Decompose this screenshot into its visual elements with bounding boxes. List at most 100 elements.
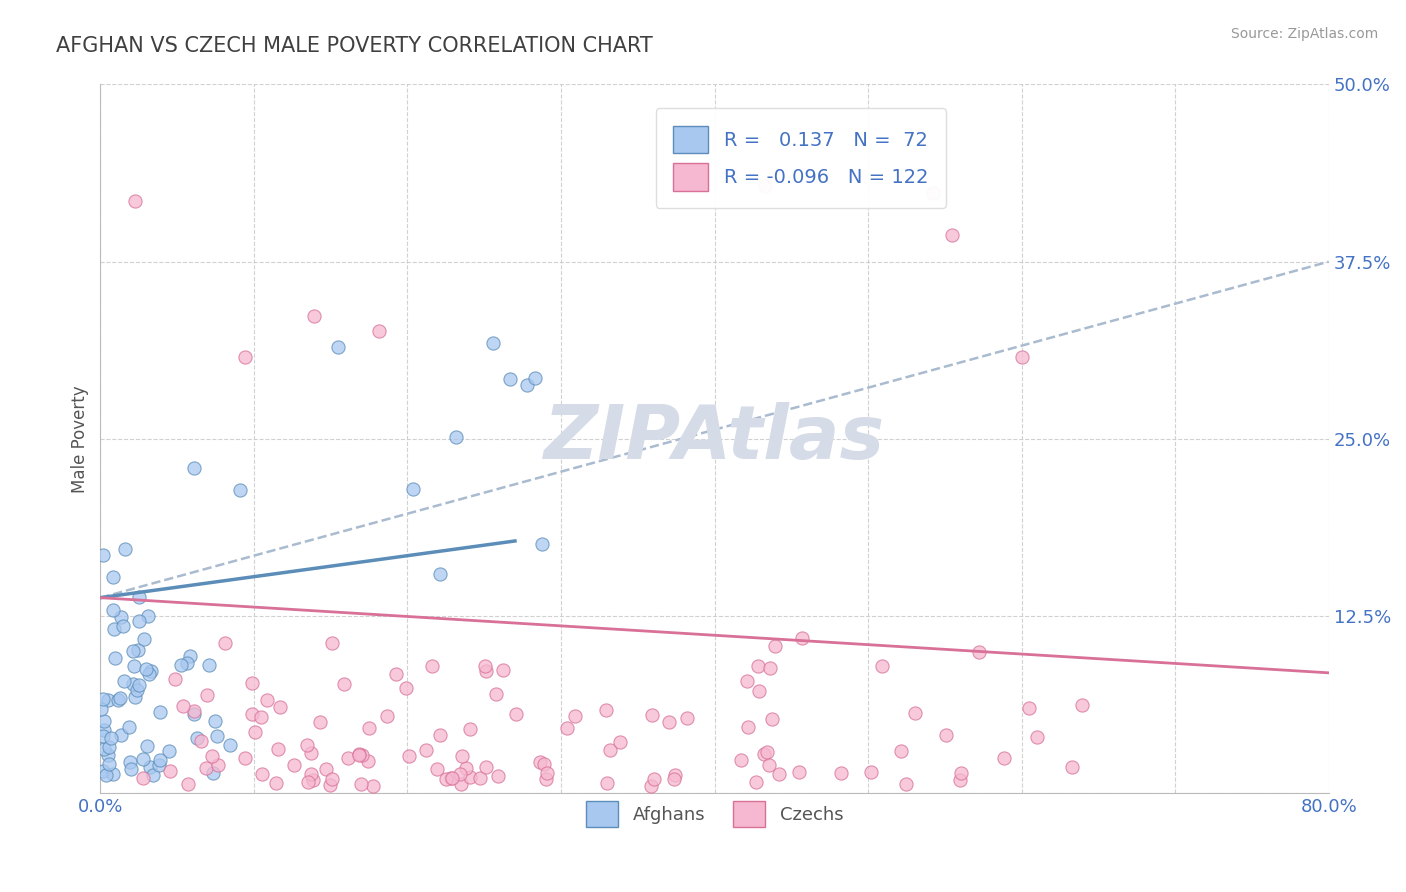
Point	[97, 693, 120, 707]
Point	[530, 537, 553, 551]
Point	[190, 734, 212, 748]
Point	[198, 658, 221, 673]
Point	[110, 728, 132, 742]
Point	[205, 729, 228, 743]
Point	[444, 430, 467, 444]
Point	[135, 739, 157, 753]
Point	[128, 614, 150, 628]
Point	[250, 766, 273, 780]
Point	[357, 722, 380, 736]
Point	[498, 371, 520, 385]
Point	[91, 548, 114, 562]
Point	[458, 722, 481, 736]
Point	[451, 749, 474, 764]
Point	[534, 772, 557, 786]
Point	[536, 766, 558, 780]
Point	[830, 766, 852, 780]
Point	[745, 775, 768, 789]
Point	[170, 658, 193, 673]
Point	[91, 764, 114, 779]
Point	[243, 724, 266, 739]
Point	[676, 711, 699, 725]
Point	[768, 767, 790, 781]
Point	[114, 542, 136, 557]
Point	[533, 756, 555, 771]
Point	[176, 777, 198, 791]
Point	[124, 194, 146, 208]
Point	[870, 659, 893, 673]
Point	[474, 659, 496, 673]
Point	[250, 710, 273, 724]
Point	[201, 766, 224, 780]
Point	[505, 707, 527, 722]
Point	[269, 699, 291, 714]
Point	[195, 761, 218, 775]
Point	[894, 777, 917, 791]
Point	[859, 764, 882, 779]
Point	[756, 746, 779, 760]
Point	[93, 741, 115, 756]
Point	[118, 756, 141, 770]
Point	[735, 674, 758, 689]
Point	[969, 645, 991, 659]
Point	[132, 632, 155, 647]
Point	[935, 729, 957, 743]
Point	[1011, 350, 1033, 364]
Point	[349, 747, 371, 761]
Text: AFGHAN VS CZECH MALE POVERTY CORRELATION CHART: AFGHAN VS CZECH MALE POVERTY CORRELATION…	[56, 36, 652, 55]
Point	[596, 776, 619, 790]
Point	[283, 757, 305, 772]
Point	[754, 179, 776, 194]
Point	[135, 662, 157, 676]
Point	[128, 678, 150, 692]
Point	[207, 757, 229, 772]
Point	[128, 590, 150, 604]
Point	[326, 340, 349, 354]
Point	[101, 766, 124, 780]
Point	[474, 760, 496, 774]
Point	[730, 753, 752, 767]
Point	[149, 705, 172, 719]
Point	[643, 772, 665, 786]
Text: ZIPAtlas: ZIPAtlas	[544, 402, 886, 475]
Point	[125, 683, 148, 698]
Point	[993, 750, 1015, 764]
Point	[529, 756, 551, 770]
Point	[318, 778, 340, 792]
Point	[214, 636, 236, 650]
Point	[201, 749, 224, 764]
Point	[761, 712, 783, 726]
Point	[658, 714, 681, 729]
Point	[242, 707, 264, 722]
Point	[385, 666, 408, 681]
Point	[309, 715, 332, 730]
Point	[110, 609, 132, 624]
Point	[754, 747, 776, 761]
Point	[301, 747, 323, 761]
Point	[97, 757, 120, 772]
Point	[139, 760, 162, 774]
Point	[93, 714, 115, 728]
Point	[516, 378, 538, 392]
Point	[186, 731, 208, 746]
Point	[267, 742, 290, 756]
Point	[486, 769, 509, 783]
Point	[93, 723, 115, 738]
Point	[758, 758, 780, 772]
Point	[759, 661, 782, 675]
Point	[141, 664, 163, 678]
Point	[297, 775, 319, 789]
Point	[176, 657, 198, 671]
Point	[118, 720, 141, 734]
Point	[122, 659, 145, 673]
Point	[352, 747, 374, 762]
Point	[662, 772, 685, 786]
Point	[347, 748, 370, 763]
Point	[941, 227, 963, 242]
Point	[492, 663, 515, 677]
Point	[124, 690, 146, 704]
Point	[127, 642, 149, 657]
Point	[256, 693, 278, 707]
Point	[142, 768, 165, 782]
Point	[110, 691, 132, 706]
